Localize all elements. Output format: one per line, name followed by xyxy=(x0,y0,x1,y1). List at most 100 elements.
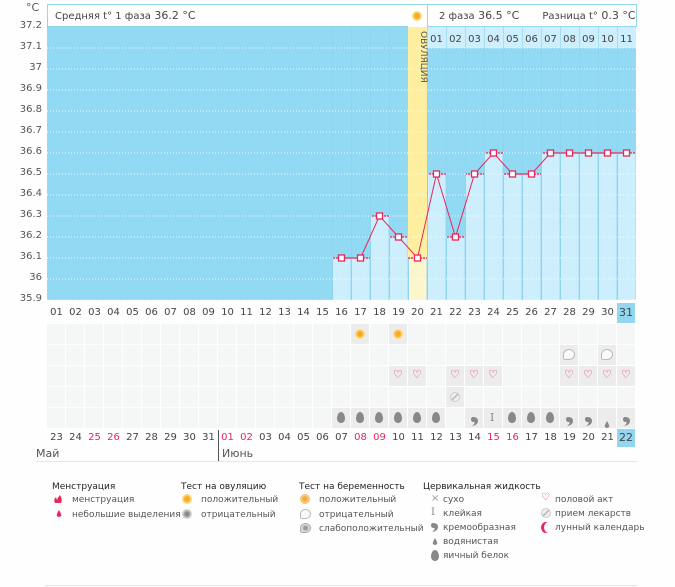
icon-cell[interactable] xyxy=(560,345,578,365)
icon-cell[interactable] xyxy=(503,408,521,428)
icon-cell[interactable] xyxy=(446,408,464,428)
cycle-day[interactable]: 16 xyxy=(335,307,348,318)
icon-cell[interactable] xyxy=(218,408,236,428)
icon-cell[interactable] xyxy=(560,324,578,344)
icon-cell[interactable] xyxy=(66,387,84,407)
icon-cell[interactable] xyxy=(294,324,312,344)
icon-cell[interactable] xyxy=(598,345,616,365)
icon-cell[interactable] xyxy=(617,345,635,365)
icon-cell[interactable] xyxy=(66,345,84,365)
icon-cell[interactable] xyxy=(161,324,179,344)
calendar-date[interactable]: 30 xyxy=(183,432,196,443)
icon-cell[interactable] xyxy=(503,387,521,407)
calendar-date[interactable]: 12 xyxy=(430,432,443,443)
icon-cell[interactable] xyxy=(180,366,198,386)
cycle-day[interactable]: 24 xyxy=(487,307,500,318)
icon-cell[interactable] xyxy=(579,324,597,344)
icon-cell[interactable] xyxy=(370,387,388,407)
icon-cell[interactable] xyxy=(237,408,255,428)
icon-cell[interactable] xyxy=(313,408,331,428)
cycle-day[interactable]: 15 xyxy=(316,307,329,318)
cycle-day[interactable]: 20 xyxy=(411,307,424,318)
icon-cell[interactable] xyxy=(313,324,331,344)
icon-cell[interactable] xyxy=(47,345,65,365)
icon-cell[interactable] xyxy=(275,408,293,428)
calendar-date[interactable]: 21 xyxy=(601,432,614,443)
icon-cell[interactable] xyxy=(522,324,540,344)
icon-cell[interactable] xyxy=(332,345,350,365)
calendar-date[interactable]: 03 xyxy=(259,432,272,443)
icon-cell[interactable] xyxy=(598,408,616,428)
icon-cell[interactable] xyxy=(408,387,426,407)
icon-cell[interactable] xyxy=(256,366,274,386)
cycle-day[interactable]: 30 xyxy=(601,307,614,318)
calendar-date[interactable]: 26 xyxy=(107,432,120,443)
icon-cell[interactable] xyxy=(617,387,635,407)
icon-cell[interactable] xyxy=(104,387,122,407)
cycle-day[interactable]: 08 xyxy=(183,307,196,318)
icon-cell[interactable] xyxy=(142,324,160,344)
cycle-day[interactable]: 10 xyxy=(221,307,234,318)
calendar-date[interactable]: 25 xyxy=(88,432,101,443)
cycle-day[interactable]: 04 xyxy=(107,307,120,318)
icon-cell[interactable] xyxy=(294,345,312,365)
icon-cell[interactable] xyxy=(180,408,198,428)
icon-cell[interactable] xyxy=(541,345,559,365)
icon-cell[interactable] xyxy=(199,387,217,407)
icon-cell[interactable] xyxy=(465,387,483,407)
icon-cell[interactable] xyxy=(123,345,141,365)
cycle-day[interactable]: 19 xyxy=(392,307,405,318)
icon-cell[interactable] xyxy=(427,366,445,386)
cycle-day[interactable]: 09 xyxy=(202,307,215,318)
icon-cell[interactable] xyxy=(199,324,217,344)
icon-cell[interactable]: ♡ xyxy=(598,366,616,386)
icon-cell[interactable] xyxy=(617,408,635,428)
calendar-date[interactable]: 24 xyxy=(69,432,82,443)
icon-cell[interactable] xyxy=(332,408,350,428)
icon-cell[interactable]: ♡ xyxy=(389,366,407,386)
icon-cell[interactable] xyxy=(560,387,578,407)
cycle-day[interactable]: 14 xyxy=(297,307,310,318)
icon-cell[interactable] xyxy=(218,366,236,386)
calendar-date[interactable]: 23 xyxy=(50,432,63,443)
icon-cell[interactable] xyxy=(275,324,293,344)
icon-cell[interactable] xyxy=(541,324,559,344)
icon-cell[interactable] xyxy=(161,366,179,386)
icon-cell[interactable] xyxy=(446,345,464,365)
icon-cell[interactable] xyxy=(351,387,369,407)
icon-cell[interactable] xyxy=(47,387,65,407)
icon-cell[interactable] xyxy=(256,387,274,407)
icon-cell[interactable] xyxy=(370,324,388,344)
calendar-date[interactable]: 06 xyxy=(316,432,329,443)
icon-cell[interactable] xyxy=(85,408,103,428)
cycle-day[interactable]: 13 xyxy=(278,307,291,318)
icon-cell[interactable] xyxy=(275,366,293,386)
icon-cell[interactable] xyxy=(484,324,502,344)
icon-cell[interactable] xyxy=(389,408,407,428)
icon-cell[interactable] xyxy=(47,408,65,428)
calendar-date[interactable]: 08 xyxy=(354,432,367,443)
calendar-date[interactable]: 27 xyxy=(126,432,139,443)
icon-cell[interactable] xyxy=(427,408,445,428)
calendar-date[interactable]: 05 xyxy=(297,432,310,443)
icon-cell[interactable] xyxy=(465,345,483,365)
cycle-day[interactable]: 12 xyxy=(259,307,272,318)
icon-cell[interactable] xyxy=(294,387,312,407)
calendar-date[interactable]: 04 xyxy=(278,432,291,443)
calendar-date[interactable]: 10 xyxy=(392,432,405,443)
icon-cell[interactable] xyxy=(427,324,445,344)
icon-cell[interactable]: I xyxy=(484,408,502,428)
icon-cell[interactable]: ♡ xyxy=(465,366,483,386)
icon-cell[interactable] xyxy=(104,345,122,365)
icon-cell[interactable] xyxy=(123,366,141,386)
icon-cell[interactable] xyxy=(142,366,160,386)
icon-cell[interactable] xyxy=(142,408,160,428)
cycle-day[interactable]: 03 xyxy=(88,307,101,318)
icon-cell[interactable] xyxy=(598,387,616,407)
icon-cell[interactable] xyxy=(427,387,445,407)
calendar-date[interactable]: 29 xyxy=(164,432,177,443)
icon-cell[interactable] xyxy=(598,324,616,344)
cycle-day[interactable]: 07 xyxy=(164,307,177,318)
icon-cell[interactable] xyxy=(180,387,198,407)
cycle-day[interactable]: 21 xyxy=(430,307,443,318)
